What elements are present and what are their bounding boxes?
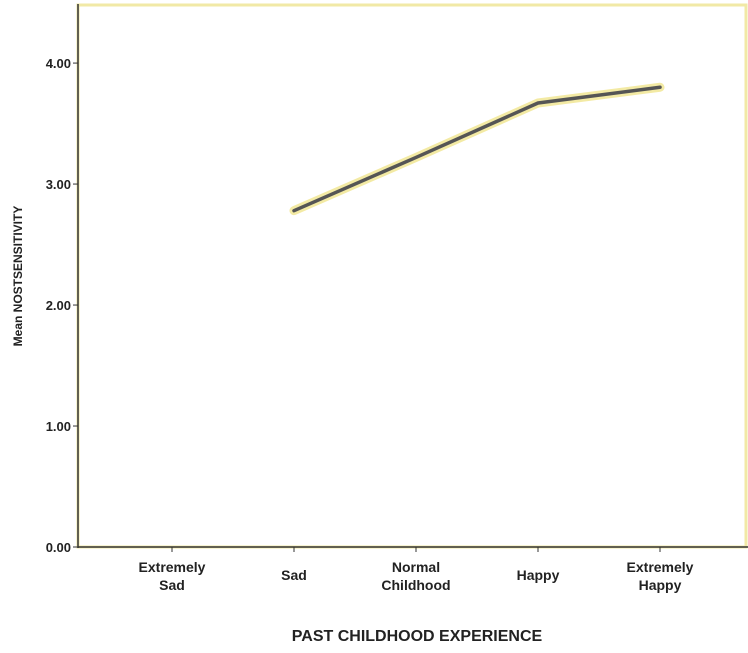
line xyxy=(292,85,662,213)
x-tick-label: Happy xyxy=(517,567,560,583)
y-tick-label: 0.00 xyxy=(46,540,71,555)
x-tick-label: Sad xyxy=(281,567,307,583)
x-tick-label: Extremely Happy xyxy=(627,559,694,593)
x-tick-label: Extremely Sad xyxy=(139,559,206,593)
y-tick-label: 4.00 xyxy=(46,56,71,71)
y-tick-label: 1.00 xyxy=(46,419,71,434)
y-tick-label: 2.00 xyxy=(46,298,71,313)
y-axis-title: Mean NOSTSENSITIVITY xyxy=(11,206,25,347)
x-tick-label: Normal Childhood xyxy=(381,559,450,593)
y-tick-label: 3.00 xyxy=(46,177,71,192)
plot-area xyxy=(76,3,748,549)
x-axis-title: PAST CHILDHOOD EXPERIENCE xyxy=(292,628,543,645)
